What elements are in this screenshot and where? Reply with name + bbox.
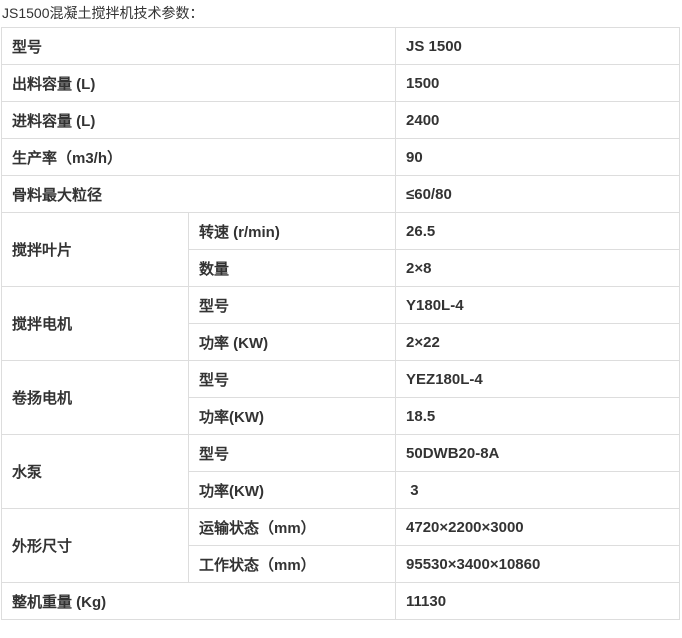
spec-label-cell: 骨料最大粒径	[0, 175, 397, 213]
spec-row: 水泵 型号 50DWB20-8A	[1, 434, 681, 509]
spec-value-cell: 3	[395, 471, 681, 509]
spec-row: 搅拌叶片 转速 (r/min) 26.5	[1, 212, 681, 287]
spec-label-cell: 出料容量 (L)	[0, 64, 397, 102]
spec-value-cell: 2×8	[395, 249, 681, 287]
spec-subparam-cell: 型号	[187, 286, 397, 324]
spec-row: 型号 JS 1500	[0, 27, 681, 65]
spec-label-cell: 整机重量 (Kg)	[0, 582, 397, 620]
spec-group-cell: 外形尺寸	[1, 508, 189, 583]
spec-subparam-cell: 功率 (KW)	[187, 323, 397, 361]
spec-value-cell: 90	[395, 138, 681, 176]
spec-row: 进料容量 (L) 2400	[0, 101, 681, 139]
spec-row: 功率 (KW) 2×22	[2, 323, 681, 361]
spec-subparam-cell: 数量	[187, 249, 397, 287]
spec-value-cell: 2×22	[395, 323, 681, 361]
specs-table-body: 型号 JS 1500 出料容量 (L) 1500 进料容量 (L) 2400 生产率（m3/…	[0, 27, 681, 620]
spec-value-cell: 4720×2200×3000	[395, 508, 681, 546]
spec-row: 卷扬电机 型号 YEZ180L-4	[1, 360, 681, 435]
spec-group-cell: 水泵	[1, 434, 189, 509]
spec-subparam-cell: 运输状态（mm）	[187, 508, 397, 546]
spec-value-cell: JS 1500	[395, 27, 681, 65]
spec-value-cell: ≤60/80	[395, 175, 681, 213]
spec-value-cell: 11130	[395, 582, 681, 620]
spec-label-cell: 进料容量 (L)	[0, 101, 397, 139]
spec-row: 出料容量 (L) 1500	[0, 64, 681, 102]
spec-value-cell: 50DWB20-8A	[395, 434, 681, 472]
spec-row: 功率(KW) 3	[2, 471, 681, 509]
spec-group-cell: 搅拌叶片	[1, 212, 189, 287]
specs-table: 型号 JS 1500 出料容量 (L) 1500 进料容量 (L) 2400 生产率（m3/…	[0, 27, 681, 620]
spec-subparam-cell: 转速 (r/min)	[187, 212, 397, 250]
spec-subparam-cell: 型号	[187, 434, 397, 472]
spec-row: 数量 2×8	[2, 249, 681, 287]
spec-value-cell: 26.5	[395, 212, 681, 250]
spec-group-cell: 搅拌电机	[1, 286, 189, 361]
spec-value-cell: 1500	[395, 64, 681, 102]
spec-subparam-cell: 功率(KW)	[187, 471, 397, 509]
spec-label-cell: 生产率（m3/h）	[0, 138, 397, 176]
page-title: JS1500混凝土搅拌机技术参数：	[2, 5, 204, 21]
spec-subparam-cell: 型号	[187, 360, 397, 398]
spec-row: 外形尺寸 运输状态（mm） 4720×2200×3000	[1, 508, 681, 583]
spec-value-cell: YEZ180L-4	[395, 360, 681, 398]
spec-value-cell: 95530×3400×10860	[395, 545, 681, 583]
spec-row: 生产率（m3/h） 90	[0, 138, 681, 176]
spec-label-cell: 型号	[0, 27, 397, 65]
spec-value-cell: 2400	[395, 101, 681, 139]
spec-row: 整机重量 (Kg) 11130	[0, 582, 681, 620]
spec-row: 搅拌电机 型号 Y180L-4	[1, 286, 681, 361]
spec-row: 功率(KW) 18.5	[2, 397, 681, 435]
spec-subparam-cell: 工作状态（mm）	[187, 545, 397, 583]
spec-group-cell: 卷扬电机	[1, 360, 189, 435]
spec-value-cell: 18.5	[395, 397, 681, 435]
spec-subparam-cell: 功率(KW)	[187, 397, 397, 435]
spec-value-cell: Y180L-4	[395, 286, 681, 324]
spec-row: 工作状态（mm） 95530×3400×10860	[2, 545, 681, 583]
spec-row: 骨料最大粒径 ≤60/80	[0, 175, 681, 213]
